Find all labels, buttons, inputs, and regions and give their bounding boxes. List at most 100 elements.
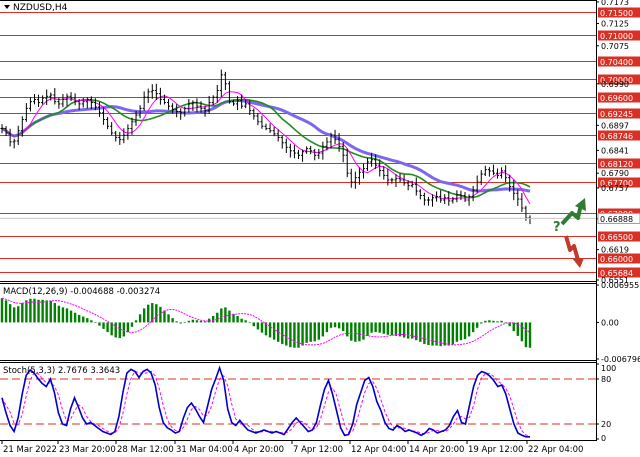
- macd-histogram-bar: [411, 322, 414, 339]
- macd-histogram-bar: [142, 308, 146, 323]
- macd-histogram-bar: [419, 322, 422, 342]
- up-arrow-icon: [560, 203, 583, 226]
- question-mark-annotation: ?: [553, 220, 561, 235]
- level-label: 0.70000: [600, 76, 633, 85]
- macd-signal-line: [1, 297, 531, 346]
- macd-panel: 0.006955 0.00 -0.006796: [0, 281, 640, 364]
- current-price-label: 0.66888: [600, 215, 633, 224]
- level-label: 0.68120: [600, 160, 633, 169]
- macd-histogram-bar: [179, 322, 182, 324]
- macd-histogram-bar: [402, 322, 406, 338]
- level-label: 0.71000: [600, 32, 633, 41]
- macd-histogram-bar: [512, 322, 515, 332]
- macd-histogram-bar: [354, 322, 357, 342]
- price-axis-ticks: 0.7173 0.7125 0.7075 0.6990 0.6897 0.6841 0.67…: [0, 0, 640, 285]
- macd-histogram-bar: [77, 314, 81, 323]
- moving-average-line: [1, 91, 531, 205]
- macd-histogram-bar: [256, 322, 260, 330]
- macd-histogram-bar: [451, 322, 455, 345]
- macd-histogram-bar: [386, 322, 390, 335]
- level-label-bg: [598, 30, 640, 41]
- level-label: 0.69245: [600, 110, 633, 119]
- macd-histogram-bar: [69, 310, 73, 323]
- macd-histogram-bar: [130, 322, 134, 327]
- macd-histogram-bar: [61, 307, 65, 323]
- macd-histogram-bar: [37, 299, 40, 323]
- macd-histogram-bar: [73, 312, 77, 323]
- level-label: 0.69600: [600, 94, 633, 103]
- macd-histogram-bar: [484, 320, 487, 323]
- macd-histogram-bar: [45, 300, 48, 323]
- macd-histogram-bar: [459, 322, 463, 341]
- macd-histogram-bar: [329, 322, 333, 328]
- level-label-bg: [598, 7, 640, 18]
- macd-histogram-bar: [252, 322, 256, 327]
- level-label-bg: [598, 158, 640, 169]
- macd-tick-label: 0.006955: [601, 281, 639, 290]
- macd-histogram-bar: [126, 322, 130, 333]
- macd-histogram-bar: [317, 322, 320, 340]
- current-price-bg: [597, 212, 640, 224]
- level-label: 0.66500: [600, 233, 633, 242]
- macd-histogram-bar: [480, 322, 483, 324]
- stoch-tick-label: 100: [601, 364, 616, 373]
- price-tick-label: 0.6551: [601, 276, 629, 285]
- macd-histogram-bar: [187, 320, 191, 323]
- macd-histogram-bar: [528, 322, 532, 348]
- macd-histogram-bar: [337, 322, 341, 329]
- dropdown-triangle-icon[interactable]: [4, 5, 10, 9]
- macd-histogram-bar: [378, 322, 381, 333]
- macd-histogram-bar: [272, 322, 276, 340]
- down-arrowhead-icon: [572, 258, 584, 268]
- stoch-tick-label: 20: [601, 420, 611, 429]
- macd-histogram-bar: [415, 322, 418, 341]
- level-label: 0.66000: [600, 255, 633, 264]
- time-tick-label: 22 Apr 04:00: [528, 445, 583, 455]
- price-bars: [0, 69, 532, 225]
- level-label-bg: [598, 267, 640, 278]
- price-tick-label: 0.6757: [601, 184, 629, 193]
- macd-histogram-bar: [106, 322, 109, 333]
- macd-histogram-bar: [207, 318, 211, 323]
- macd-histogram-bar: [118, 322, 121, 339]
- macd-histogram-bar: [305, 322, 308, 343]
- macd-histogram-bar: [240, 318, 243, 323]
- macd-histogram-bar: [394, 322, 398, 336]
- level-label: 0.70400: [600, 58, 633, 67]
- macd-histogram-bar: [57, 305, 61, 323]
- level-label: 0.68746: [600, 132, 633, 141]
- macd-tick-label: 0.00: [601, 318, 619, 327]
- macd-histogram-bar: [520, 322, 524, 342]
- macd-histogram-bar: [25, 300, 28, 323]
- macd-histogram-bar: [260, 322, 264, 333]
- stoch-tick-label: 0: [601, 434, 606, 443]
- price-tick-label: 0.6990: [601, 80, 629, 89]
- macd-histogram-bar: [423, 322, 426, 344]
- time-tick-label: 19 Apr 12:00: [468, 445, 523, 455]
- macd-histogram-bar: [98, 322, 101, 326]
- level-label-bg: [598, 74, 640, 85]
- macd-histogram-bar: [406, 322, 410, 339]
- macd-tick-label: -0.006796: [601, 355, 640, 364]
- macd-histogram-bar: [65, 308, 69, 323]
- level-label: 0.65684: [600, 269, 633, 278]
- time-tick-label: 4 Apr 20:00: [234, 445, 284, 455]
- macd-histogram-bar: [12, 307, 16, 323]
- macd-histogram-bar: [333, 322, 337, 328]
- macd-histogram-bar: [49, 300, 52, 323]
- macd-histogram-bar: [293, 322, 296, 348]
- macd-histogram-bar: [301, 322, 304, 346]
- macd-histogram-bar: [516, 322, 520, 336]
- macd-histogram-bar: [53, 303, 56, 323]
- time-tick-label: 31 Mar 04:00: [176, 445, 233, 455]
- stoch-main-line: [1, 365, 530, 438]
- macd-histogram-bar: [94, 322, 97, 324]
- time-tick-label: 7 Apr 12:00: [293, 445, 343, 455]
- macd-histogram-bar: [346, 322, 349, 337]
- macd-histogram-bar: [86, 318, 89, 323]
- macd-histogram-bar: [362, 322, 365, 340]
- level-label-bg: [598, 231, 640, 242]
- level-label-bg: [598, 92, 640, 103]
